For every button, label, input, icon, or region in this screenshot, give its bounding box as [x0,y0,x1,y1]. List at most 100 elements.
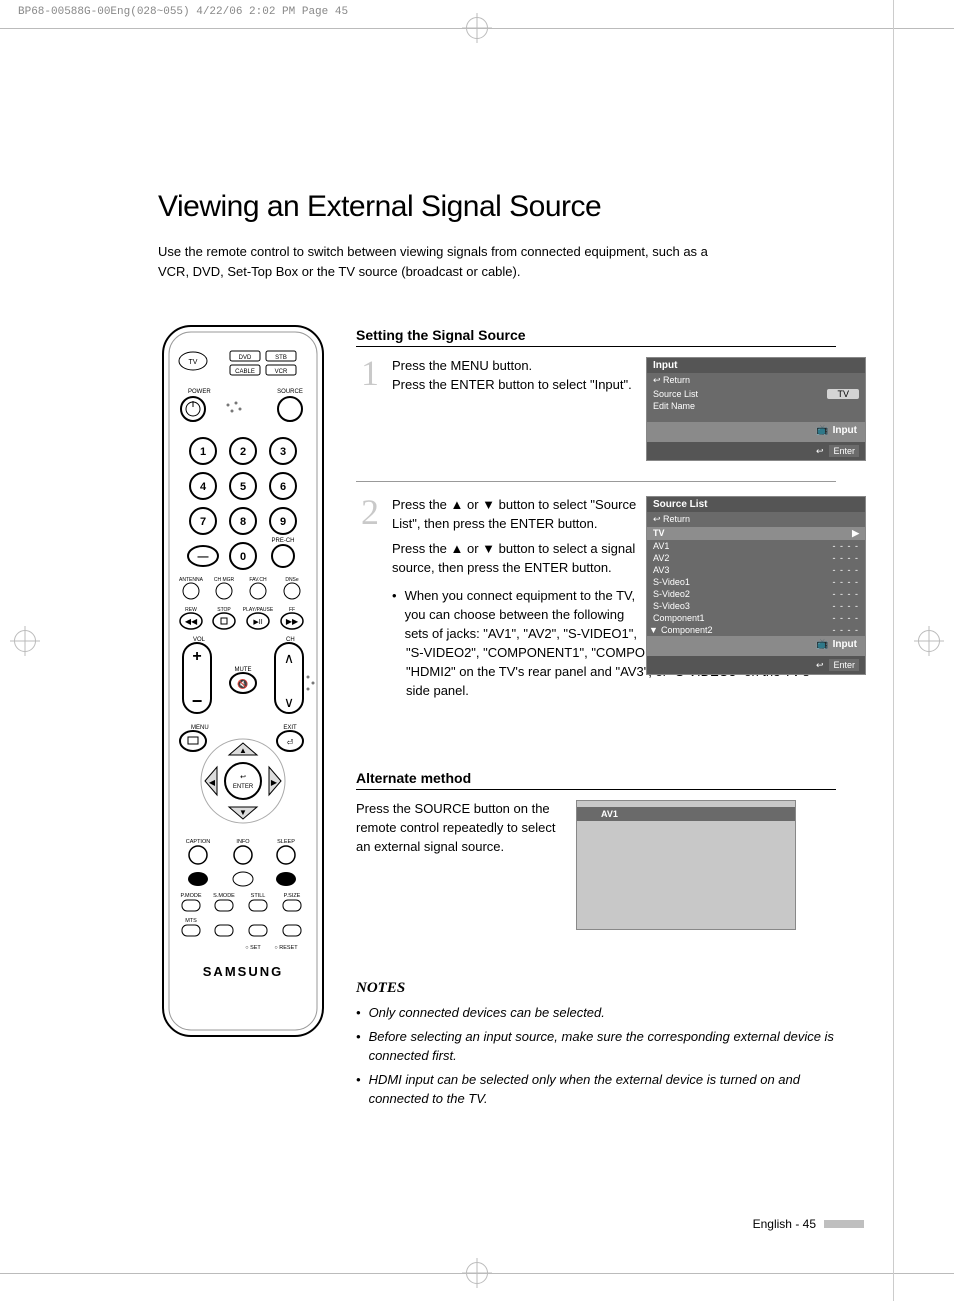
step1-line-a: Press the MENU button. [392,357,642,376]
osd1-enter: Enter [829,445,859,457]
osd-alternate: AV1 [576,800,796,930]
osd1-row1-label: Edit Name [653,401,695,411]
svg-text:4: 4 [200,481,207,493]
remote-illustration: TV DVD STB CABLE VCR POWER SOURCE 1 2 3 … [158,321,328,1046]
svg-text:SOURCE: SOURCE [277,389,303,395]
osd2-r6v: - - - - [833,601,860,611]
enter-icon: ↩ [816,660,824,671]
osd2-r5v: - - - - [833,589,860,599]
svg-text:8: 8 [240,516,246,528]
notes-list: • Only connected devices can be selected.… [356,1003,836,1109]
step2-line-a: Press the ▲ or ▼ button to select "Sourc… [392,496,642,534]
svg-text:○ SET: ○ SET [245,945,261,951]
svg-text:VCR: VCR [275,369,288,375]
section-heading-alternate: Alternate method [356,770,836,790]
osd2-r0-arrow: ▶ [852,528,859,539]
svg-text:◀◀: ◀◀ [185,617,198,626]
svg-text:P.SIZE: P.SIZE [284,893,301,899]
osd2-r8: Component2 [661,625,713,635]
svg-text:STB: STB [275,355,287,361]
registration-right-icon [918,630,940,652]
osd2-r3: AV3 [653,565,669,575]
bullet-icon: • [356,1070,361,1109]
enter-icon: ↩ [816,446,824,457]
osd2-r2v: - - - - [833,553,860,563]
osd2-title: Source List [647,497,865,512]
svg-text:CAPTION: CAPTION [186,839,210,845]
svg-text:+: + [192,648,201,665]
osd2-return: Return [663,514,690,524]
svg-text:○ RESET: ○ RESET [274,945,298,951]
osd2-r7v: - - - - [833,613,860,623]
osd2-r4: S-Video1 [653,577,690,587]
svg-text:SAMSUNG: SAMSUNG [203,964,283,979]
divider [356,481,836,482]
step-number-1: 1 [356,357,384,467]
svg-text:▼: ▼ [239,808,247,817]
svg-text:1: 1 [200,446,206,458]
svg-text:VOL: VOL [193,637,206,643]
step-number-2: 2 [356,496,384,700]
notes-heading: NOTES [356,980,836,997]
svg-text:—: — [198,551,209,563]
svg-text:0: 0 [240,551,246,563]
svg-text:▶II: ▶II [253,619,262,626]
svg-text:⏎: ⏎ [287,738,294,747]
svg-text:DNSe: DNSe [285,577,299,583]
svg-text:STILL: STILL [251,893,266,899]
osd2-r1v: - - - - [833,541,860,551]
input-icon: 📺 [816,425,828,436]
svg-text:∨: ∨ [284,694,294,710]
osd2-r3v: - - - - [833,565,860,575]
svg-text:FF: FF [289,607,295,613]
step2-line-b: Press the ▲ or ▼ button to select a sign… [392,540,642,578]
remote-svg: TV DVD STB CABLE VCR POWER SOURCE 1 2 3 … [158,321,328,1041]
svg-text:−: − [192,691,203,711]
svg-text:P.MODE: P.MODE [181,893,202,899]
svg-text:▲: ▲ [239,746,247,755]
step2-bullet-partial: When you connect equipment to the TV, yo… [405,587,642,644]
osd1-row0-label: Source List [653,389,698,399]
svg-text:FAV.CH: FAV.CH [249,577,267,583]
osd-source-list: Source List Return TV▶ AV1- - - - AV2- -… [646,496,866,675]
osd1-return: Return [647,373,865,388]
alternate-text: Press the SOURCE button on the remote co… [356,800,556,857]
bullet-icon: • [392,587,397,644]
svg-text:▶▶: ▶▶ [286,617,299,626]
svg-text:CABLE: CABLE [235,369,255,375]
svg-text:▶: ▶ [271,778,278,787]
svg-text:DVD: DVD [239,355,252,361]
svg-text:PLAY/PAUSE: PLAY/PAUSE [243,607,274,613]
osd2-mid: Input [833,639,857,650]
step1-line-b: Press the ENTER button to select "Input"… [392,376,642,395]
svg-text:CH MGR: CH MGR [214,577,235,583]
bullet-icon: • [356,1003,361,1023]
osd2-enter: Enter [829,659,859,671]
svg-text:MTS: MTS [185,918,197,924]
svg-text:3: 3 [280,446,286,458]
svg-text:REW: REW [185,607,197,613]
osd2-r8v: - - - - [833,625,860,635]
svg-text:7: 7 [200,516,206,528]
svg-text:S.MODE: S.MODE [213,893,235,899]
registration-left-icon [14,630,36,652]
svg-text:9: 9 [280,516,286,528]
note-2: HDMI input can be selected only when the… [369,1070,836,1109]
crop-slug: BP68-00588G-00Eng(028~055) 4/22/06 2:02 … [18,6,348,18]
page-footer: English - 45 [753,1217,864,1231]
osd2-r1: AV1 [653,541,669,551]
svg-text:2: 2 [240,446,246,458]
svg-text:↩: ↩ [240,774,246,781]
osd1-row0-value: TV [827,389,859,399]
osd2-r2: AV2 [653,553,669,563]
alt-osd-label: AV1 [577,807,795,821]
footer-bar [824,1220,864,1228]
osd1-mid: Input [833,425,857,436]
svg-text:STOP: STOP [217,607,231,613]
osd2-r7: Component1 [653,613,705,623]
section-heading-setting: Setting the Signal Source [356,327,836,347]
note-0: Only connected devices can be selected. [369,1003,605,1023]
svg-text:SLEEP: SLEEP [277,839,295,845]
osd2-r4v: - - - - [833,577,860,587]
svg-text:◀: ◀ [209,778,216,787]
